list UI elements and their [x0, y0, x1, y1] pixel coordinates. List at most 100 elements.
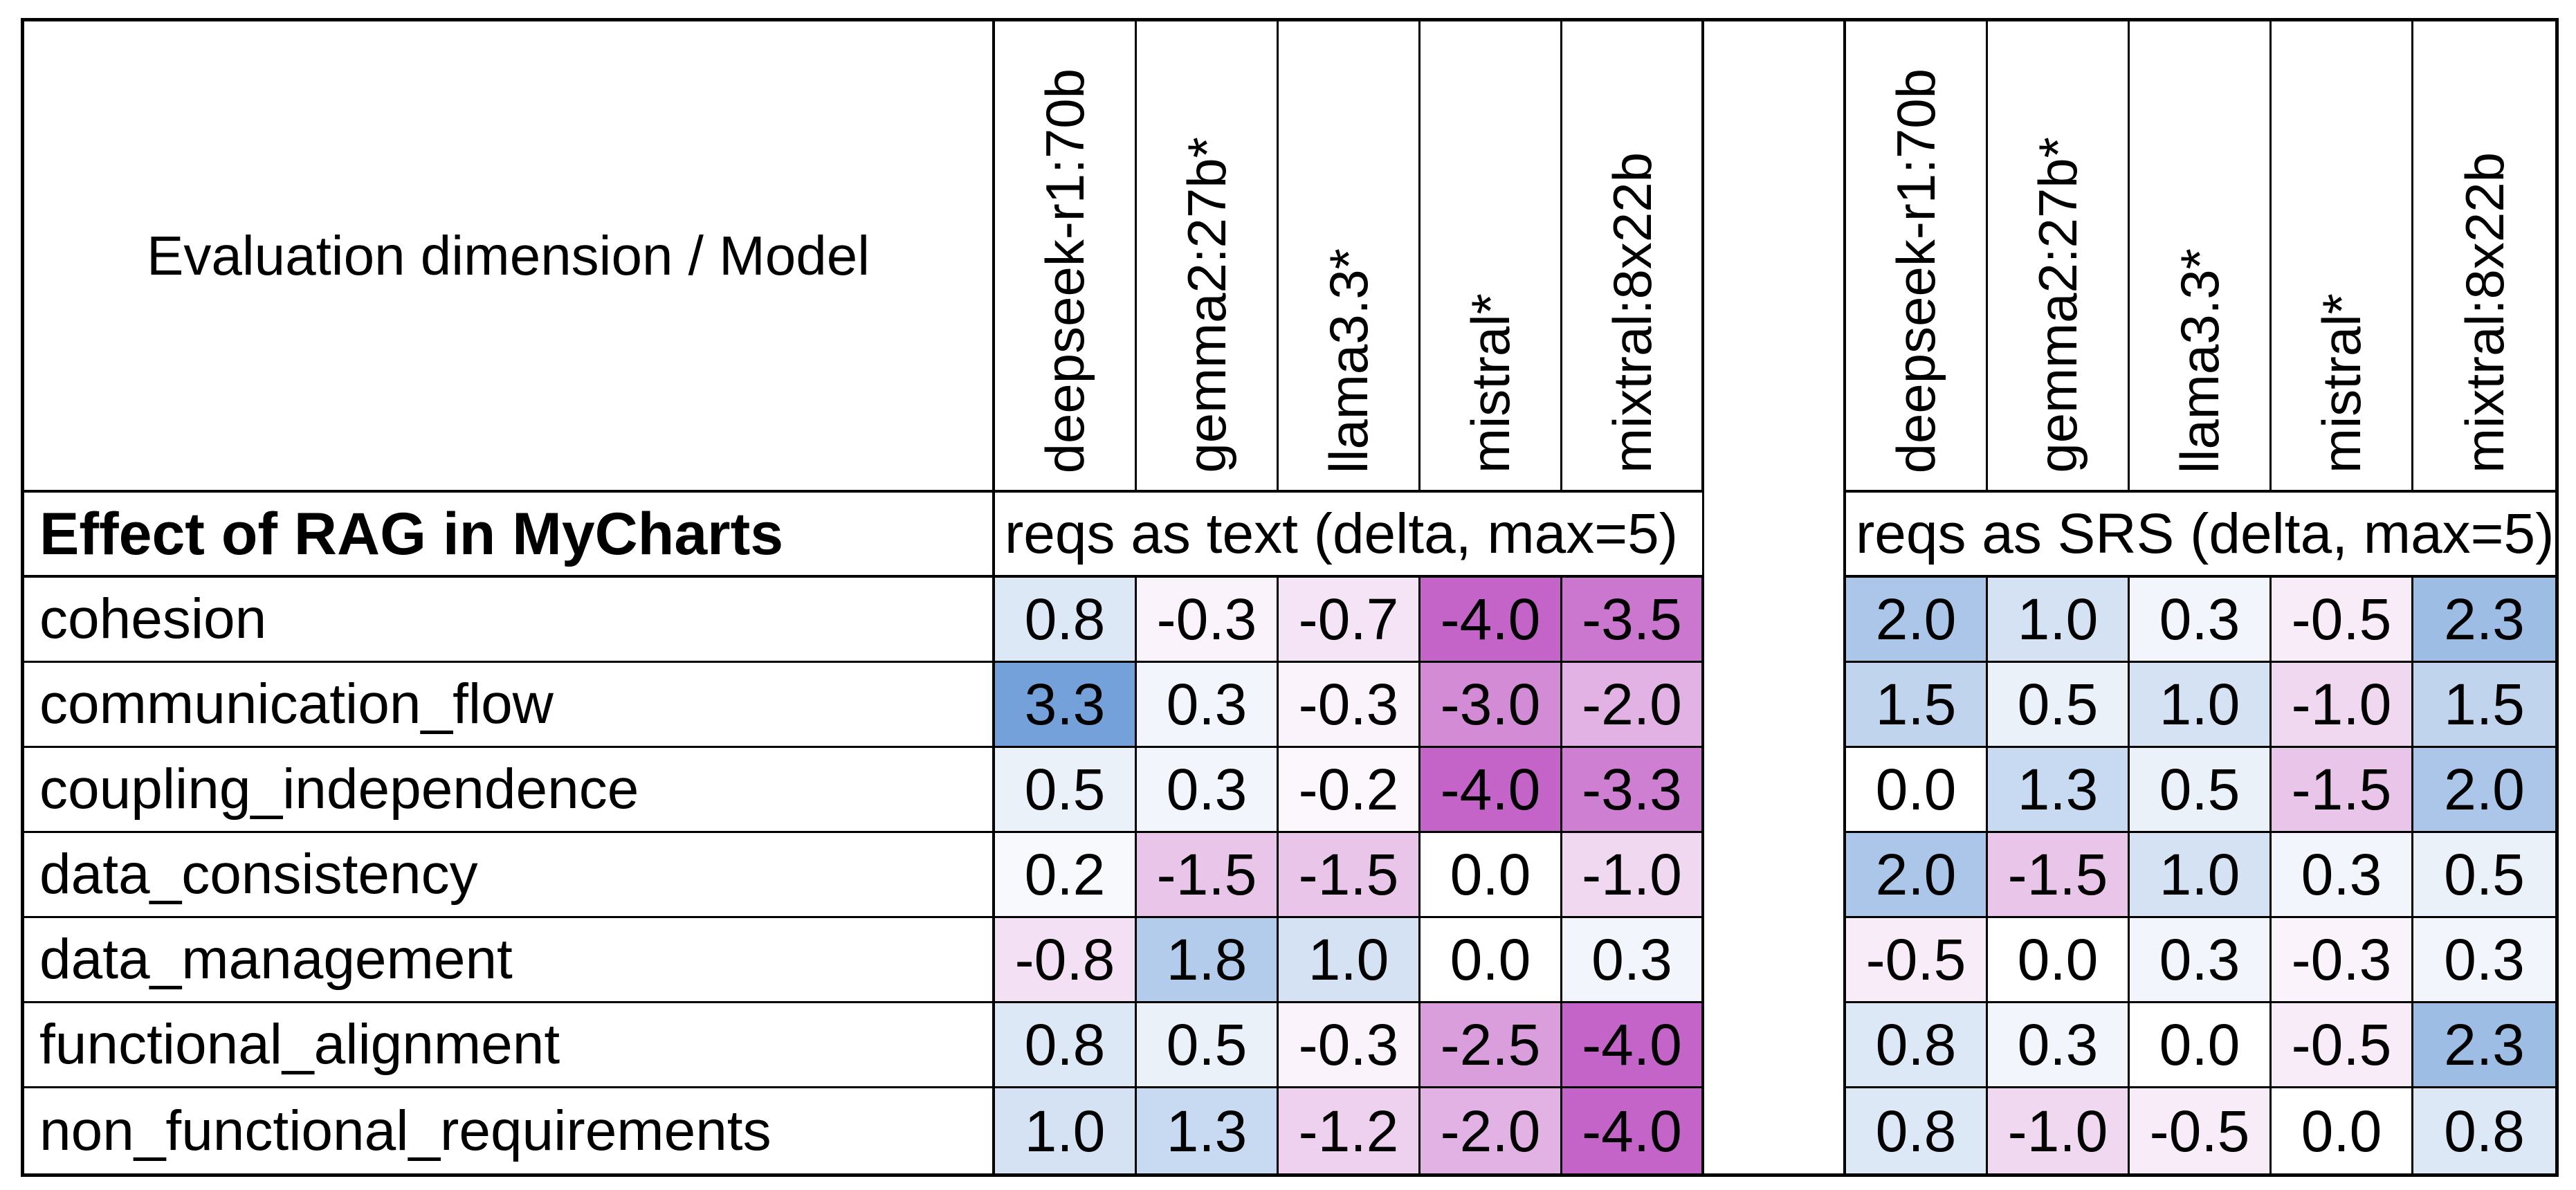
model-header-text-1: deepseek-r1:70b — [995, 21, 1137, 493]
model-header-label: llama3.3* — [1318, 248, 1379, 473]
value-cell: 0.5 — [995, 748, 1137, 833]
value-cell: 0.8 — [2413, 1088, 2555, 1173]
value-cell: -1.5 — [1137, 833, 1279, 918]
value-cell: 2.0 — [1846, 833, 1988, 918]
value-cell: -0.2 — [1279, 748, 1421, 833]
model-header-label: deepseek-r1:70b — [1034, 68, 1095, 473]
value-cell: 0.5 — [1988, 663, 2130, 748]
value-cell: 0.3 — [1137, 748, 1279, 833]
model-header-label: gemma2:27b* — [1176, 137, 1237, 473]
value-cell: -4.0 — [1562, 1003, 1704, 1088]
model-header-label: mistral* — [1460, 293, 1521, 473]
group-header-reqs-as-text: reqs as text (delta, max=5) — [995, 493, 1704, 578]
value-cell: -1.0 — [1988, 1088, 2130, 1173]
value-cell: 0.3 — [2130, 578, 2272, 663]
value-cell: -0.7 — [1279, 578, 1421, 663]
value-cell: 1.0 — [1988, 578, 2130, 663]
value-cell: -4.0 — [1421, 748, 1562, 833]
value-cell: 1.8 — [1137, 918, 1279, 1003]
model-header-label: mixtral:8x22b — [1601, 152, 1663, 473]
value-cell: 1.3 — [1988, 748, 2130, 833]
value-cell: 0.8 — [1846, 1003, 1988, 1088]
value-cell: 0.0 — [1846, 748, 1988, 833]
model-header-label: gemma2:27b* — [2027, 137, 2088, 473]
value-cell: 0.3 — [1137, 663, 1279, 748]
value-cell: -2.0 — [1562, 663, 1704, 748]
value-cell: -1.5 — [1279, 833, 1421, 918]
value-cell: -1.5 — [1988, 833, 2130, 918]
model-header-label: deepseek-r1:70b — [1885, 68, 1946, 473]
model-header-text-4: mistral* — [1421, 21, 1562, 493]
value-cell: 1.0 — [2130, 663, 2272, 748]
value-cell: -1.0 — [2272, 663, 2413, 748]
value-cell: -2.0 — [1421, 1088, 1562, 1173]
value-cell: 0.3 — [1562, 918, 1704, 1003]
value-cell: 1.5 — [1846, 663, 1988, 748]
value-cell: -0.5 — [1846, 918, 1988, 1003]
model-header-srs-1: deepseek-r1:70b — [1846, 21, 1988, 493]
value-cell: 1.0 — [1279, 918, 1421, 1003]
value-cell: -0.5 — [2272, 578, 2413, 663]
model-header-text-3: llama3.3* — [1279, 21, 1421, 493]
value-cell: -0.5 — [2272, 1003, 2413, 1088]
value-cell: 1.3 — [1137, 1088, 1279, 1173]
model-header-label: mistral* — [2311, 293, 2372, 473]
row-label: data_consistency — [24, 833, 995, 918]
group-header-reqs-as-srs: reqs as SRS (delta, max=5) — [1846, 493, 2555, 578]
value-cell: 0.0 — [1421, 833, 1562, 918]
value-cell: -0.3 — [2272, 918, 2413, 1003]
value-cell: 0.0 — [2130, 1003, 2272, 1088]
value-cell: 0.0 — [1988, 918, 2130, 1003]
value-cell: 0.3 — [2272, 833, 2413, 918]
model-header-srs-3: llama3.3* — [2130, 21, 2272, 493]
value-cell: -0.3 — [1279, 663, 1421, 748]
value-cell: -1.2 — [1279, 1088, 1421, 1173]
value-cell: 0.5 — [2130, 748, 2272, 833]
spacer-column — [1704, 21, 1846, 1173]
corner-header-cell: Evaluation dimension / Model — [24, 21, 995, 493]
value-cell: -2.5 — [1421, 1003, 1562, 1088]
value-cell: -1.0 — [1562, 833, 1704, 918]
value-cell: 0.0 — [2272, 1088, 2413, 1173]
value-cell: 0.5 — [2413, 833, 2555, 918]
value-cell: 1.0 — [995, 1088, 1137, 1173]
row-label: functional_alignment — [24, 1003, 995, 1088]
row-label: data_management — [24, 918, 995, 1003]
value-cell: 2.0 — [2413, 748, 2555, 833]
group-header-reqs-as-text-label: reqs as text (delta, max=5) — [1005, 502, 1679, 565]
value-cell: 0.3 — [2130, 918, 2272, 1003]
value-cell: -0.8 — [995, 918, 1137, 1003]
row-label: non_functional_requirements — [24, 1088, 995, 1173]
value-cell: -0.3 — [1137, 578, 1279, 663]
row-label: communication_flow — [24, 663, 995, 748]
value-cell: 0.8 — [995, 578, 1137, 663]
value-cell: 0.3 — [2413, 918, 2555, 1003]
section-title: Effect of RAG in MyCharts — [24, 493, 995, 578]
value-cell: 0.2 — [995, 833, 1137, 918]
value-cell: -0.3 — [1279, 1003, 1421, 1088]
value-cell: -1.5 — [2272, 748, 2413, 833]
value-cell: -0.5 — [2130, 1088, 2272, 1173]
value-cell: -3.5 — [1562, 578, 1704, 663]
value-cell: 3.3 — [995, 663, 1137, 748]
value-cell: 2.3 — [2413, 1003, 2555, 1088]
model-header-srs-2: gemma2:27b* — [1988, 21, 2130, 493]
model-header-srs-5: mixtral:8x22b — [2413, 21, 2555, 493]
value-cell: -3.0 — [1421, 663, 1562, 748]
model-header-text-5: mixtral:8x22b — [1562, 21, 1704, 493]
value-cell: 1.5 — [2413, 663, 2555, 748]
group-header-reqs-as-srs-label: reqs as SRS (delta, max=5) — [1856, 502, 2555, 565]
corner-header-label: Evaluation dimension / Model — [146, 224, 870, 286]
value-cell: 1.0 — [2130, 833, 2272, 918]
value-cell: -4.0 — [1562, 1088, 1704, 1173]
value-cell: 0.8 — [995, 1003, 1137, 1088]
value-cell: 0.3 — [1988, 1003, 2130, 1088]
model-header-text-2: gemma2:27b* — [1137, 21, 1279, 493]
value-cell: -4.0 — [1421, 578, 1562, 663]
value-cell: 0.5 — [1137, 1003, 1279, 1088]
row-label: cohesion — [24, 578, 995, 663]
model-header-label: mixtral:8x22b — [2454, 152, 2515, 473]
value-cell: 2.3 — [2413, 578, 2555, 663]
model-header-label: llama3.3* — [2169, 248, 2230, 473]
value-cell: 0.8 — [1846, 1088, 1988, 1173]
